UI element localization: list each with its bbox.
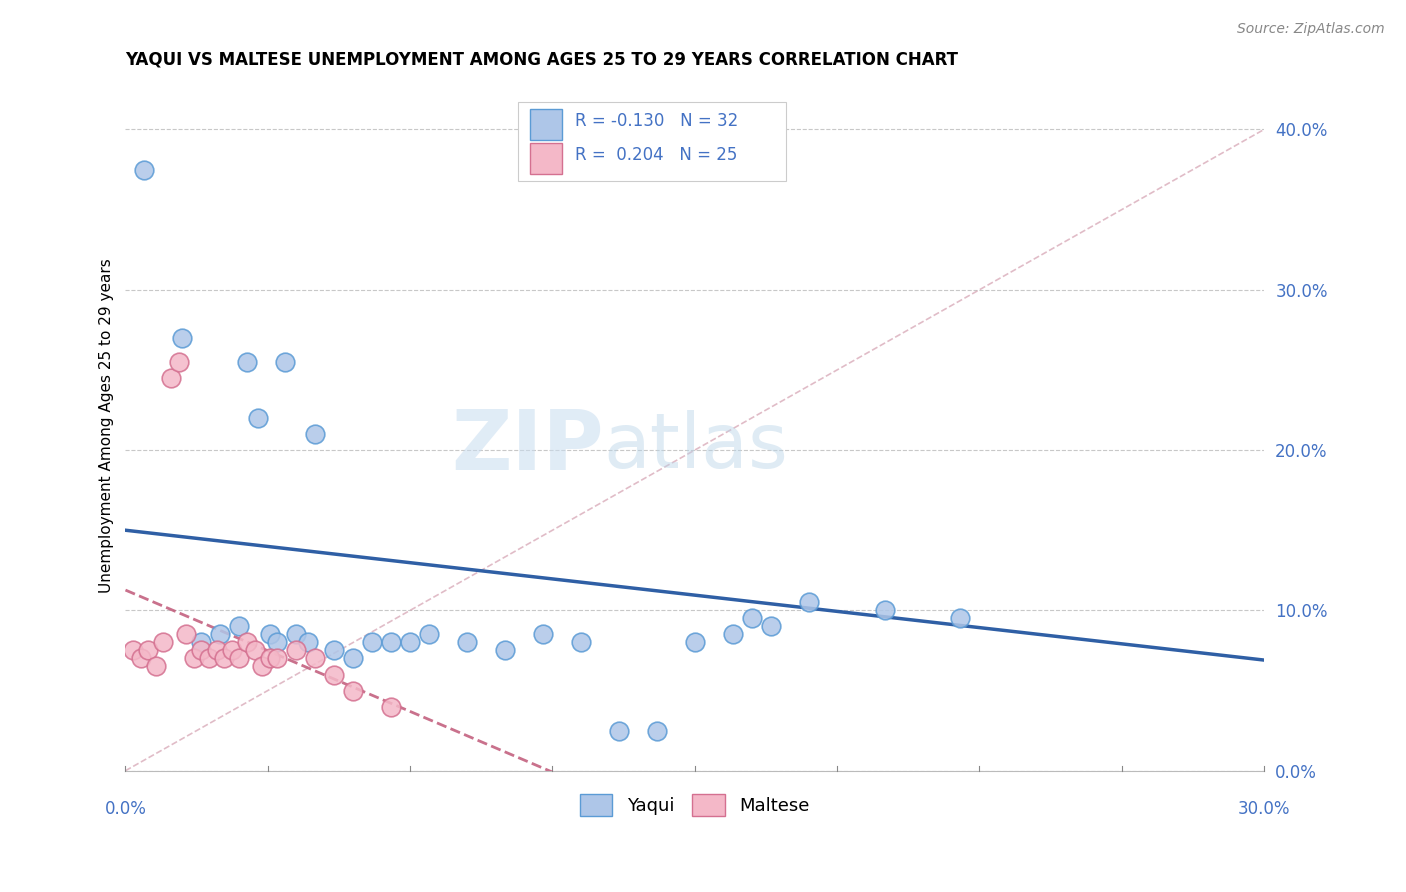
Point — [190, 643, 212, 657]
FancyBboxPatch shape — [519, 102, 786, 181]
Point — [949, 611, 972, 625]
Point — [243, 643, 266, 657]
Point — [797, 595, 820, 609]
Point — [741, 611, 763, 625]
Point — [205, 643, 228, 657]
Legend: Yaqui, Maltese: Yaqui, Maltese — [572, 788, 817, 823]
Point — [136, 643, 159, 657]
Point — [342, 683, 364, 698]
Point — [304, 651, 326, 665]
Point — [129, 651, 152, 665]
Point — [342, 651, 364, 665]
Point — [190, 635, 212, 649]
Point — [531, 627, 554, 641]
Point — [122, 643, 145, 657]
Bar — [530, 109, 561, 139]
Bar — [530, 143, 561, 174]
Point — [250, 659, 273, 673]
Point — [212, 651, 235, 665]
Point — [285, 627, 308, 641]
Point — [174, 627, 197, 641]
Point — [247, 411, 270, 425]
Y-axis label: Unemployment Among Ages 25 to 29 years: Unemployment Among Ages 25 to 29 years — [100, 259, 114, 593]
Text: R =  0.204   N = 25: R = 0.204 N = 25 — [575, 146, 738, 164]
Point — [134, 162, 156, 177]
Point — [418, 627, 440, 641]
Point — [380, 699, 402, 714]
Text: ZIP: ZIP — [451, 406, 603, 487]
Point — [198, 651, 221, 665]
Point — [399, 635, 422, 649]
Point — [683, 635, 706, 649]
Point — [645, 723, 668, 738]
Text: R = -0.130   N = 32: R = -0.130 N = 32 — [575, 112, 738, 129]
Point — [259, 651, 281, 665]
Point — [266, 635, 288, 649]
Point — [721, 627, 744, 641]
Point — [456, 635, 478, 649]
Point — [323, 667, 346, 681]
Point — [236, 355, 259, 369]
Point — [494, 643, 516, 657]
Point — [323, 643, 346, 657]
Point — [160, 371, 183, 385]
Point — [209, 627, 232, 641]
Point — [380, 635, 402, 649]
Point — [285, 643, 308, 657]
Point — [221, 643, 243, 657]
Point — [361, 635, 384, 649]
Text: YAQUI VS MALTESE UNEMPLOYMENT AMONG AGES 25 TO 29 YEARS CORRELATION CHART: YAQUI VS MALTESE UNEMPLOYMENT AMONG AGES… — [125, 51, 959, 69]
Point — [236, 635, 259, 649]
Point — [172, 331, 194, 345]
Point — [145, 659, 167, 673]
Point — [228, 619, 250, 633]
Point — [152, 635, 174, 649]
Text: Source: ZipAtlas.com: Source: ZipAtlas.com — [1237, 22, 1385, 37]
Point — [569, 635, 592, 649]
Point — [266, 651, 288, 665]
Point — [759, 619, 782, 633]
Point — [304, 427, 326, 442]
Point — [259, 627, 281, 641]
Point — [228, 651, 250, 665]
Text: 30.0%: 30.0% — [1237, 799, 1291, 818]
Point — [607, 723, 630, 738]
Text: atlas: atlas — [603, 409, 789, 483]
Point — [297, 635, 319, 649]
Text: 0.0%: 0.0% — [104, 799, 146, 818]
Point — [167, 355, 190, 369]
Point — [183, 651, 205, 665]
Point — [274, 355, 297, 369]
Point — [873, 603, 896, 617]
